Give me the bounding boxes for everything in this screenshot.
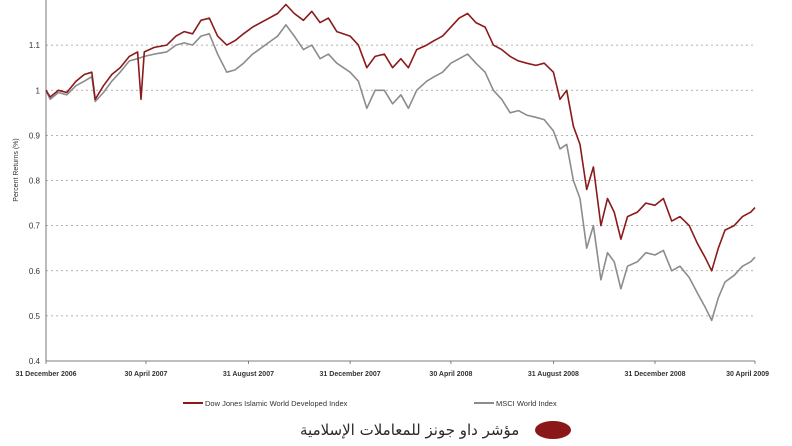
x-tick-label-7: 30 April 2009 xyxy=(726,371,769,378)
y-axis-title: Percent Returns (%) xyxy=(13,138,20,201)
legend-label-msci: MSCI World Index xyxy=(496,399,557,408)
x-tick-label-0: 31 December 2006 xyxy=(15,371,76,378)
axes xyxy=(45,0,755,362)
x-tick-label-5: 31 August 2008 xyxy=(528,371,579,378)
x-tick-label-3: 31 December 2007 xyxy=(320,371,381,378)
y-tick-label-0: 0.4 xyxy=(29,357,41,366)
series-lines xyxy=(45,3,756,322)
caption-marker xyxy=(535,421,572,439)
x-tick-label-4: 30 April 2008 xyxy=(429,371,472,378)
x-tick-label-6: 31 December 2008 xyxy=(624,371,685,378)
caption: مؤشر داو جونز للمعاملات الإسلامية xyxy=(300,418,700,442)
caption-text: مؤشر داو جونز للمعاملات الإسلامية xyxy=(300,421,520,439)
y-tick-label-2: 0.6 xyxy=(29,267,41,276)
y-tick-label-1: 0.5 xyxy=(29,312,41,321)
line-chart: 0.40.50.60.70.80.911.1 31 December 2006 3… xyxy=(13,0,769,408)
y-tick-label-7: 1.1 xyxy=(29,41,41,50)
y-tick-label-5: 0.9 xyxy=(29,131,41,140)
legend: Dow Jones Islamic World Developed Index … xyxy=(183,399,557,408)
x-tick-label-2: 31 August 2007 xyxy=(223,371,274,378)
x-tick-labels: 31 December 2006 30 April 2007 31 August 2… xyxy=(15,361,769,378)
y-tick-label-6: 1 xyxy=(36,86,41,95)
y-tick-label-3: 0.7 xyxy=(29,222,41,231)
y-tick-labels: 0.4 0.5 0.6 0.7 0.8 0.9 1 1.1 xyxy=(29,41,41,366)
series-line-0 xyxy=(45,3,756,272)
legend-label-dow-jones: Dow Jones Islamic World Developed Index xyxy=(205,399,348,408)
series-line-1 xyxy=(45,24,756,322)
x-tick-label-1: 30 April 2007 xyxy=(125,371,168,378)
gridlines xyxy=(46,44,755,317)
y-tick-label-4: 0.8 xyxy=(29,177,41,186)
